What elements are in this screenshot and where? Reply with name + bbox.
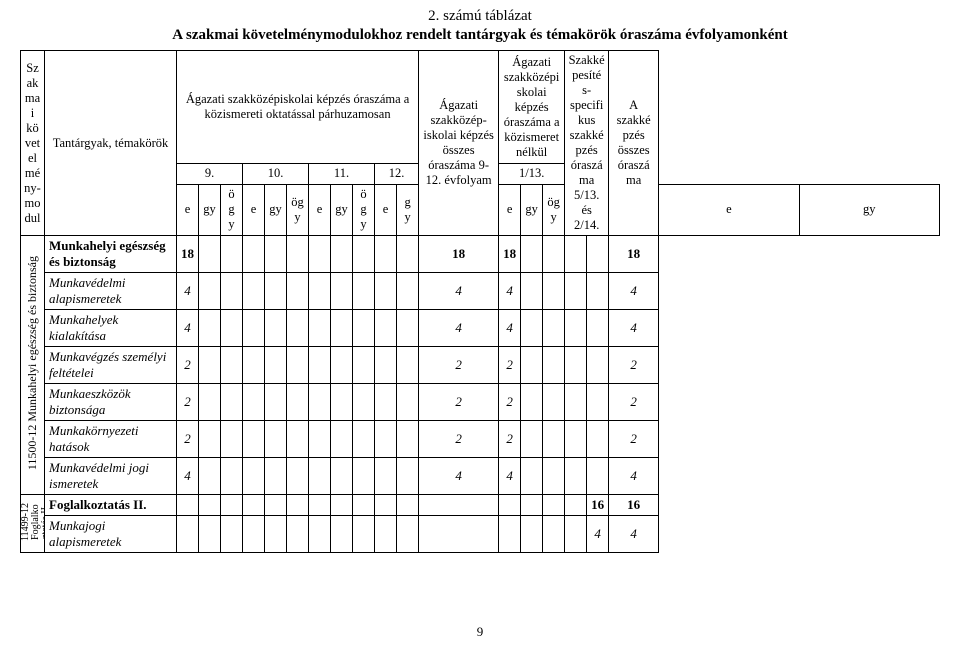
table-row: Munkahelyek kialakítása 4 4 4 4 — [21, 310, 940, 347]
header-agazati-osszes: Ágazati szakközép­iskolai képzés összes … — [419, 51, 499, 236]
cell: 16 — [587, 495, 609, 516]
cell: 4 — [177, 458, 199, 495]
sub-gy: gy — [199, 184, 221, 235]
row-name: Munkakörnyezeti hatások — [45, 421, 177, 458]
header-szakke: A szakké pzés összes óraszá ma — [609, 51, 659, 236]
header-modul: Szakmai követelmény­modul — [21, 51, 45, 236]
header-tantargy: Tantárgyak, témakörök — [45, 51, 177, 236]
sub-e: e — [659, 184, 799, 235]
cell: 2 — [609, 347, 659, 384]
table-row: Munkajogi alapismeretek 4 4 — [21, 516, 940, 553]
cell: 4 — [609, 458, 659, 495]
cell: 4 — [609, 310, 659, 347]
row-name: Foglalkoztatás II. — [45, 495, 177, 516]
cell: 2 — [499, 347, 521, 384]
cell: 16 — [609, 495, 659, 516]
table-row: 11499-12 Foglalko ztatás II. Foglalkozta… — [21, 495, 940, 516]
cell: 2 — [419, 384, 499, 421]
cell: 4 — [499, 310, 521, 347]
row-name: Munkaeszközök biztonsága — [45, 384, 177, 421]
cell: 18 — [609, 236, 659, 273]
table-row: 11500-12 Munkahelyi egészség és biztonsá… — [21, 236, 940, 273]
table-number: 2. számú táblázat — [20, 8, 940, 25]
sub-e: e — [499, 184, 521, 235]
cell: 2 — [499, 421, 521, 458]
header-agazati-oktatas: Ágazati szakközépiskolai képzés óraszáma… — [177, 51, 419, 164]
curriculum-table: Szakmai követelmény­modul Tantárgyak, té… — [20, 50, 940, 553]
row-name: Munkavégzés személyi feltételei — [45, 347, 177, 384]
cell: 18 — [177, 236, 199, 273]
table-title: A szakmai követelménymodulokhoz rendelt … — [20, 27, 940, 44]
table-row: Munkakörnyezeti hatások 2 2 2 2 — [21, 421, 940, 458]
row-name: Munkavédelmi jogi ismeretek — [45, 458, 177, 495]
sub-gy: gy — [265, 184, 287, 235]
cell: 18 — [419, 236, 499, 273]
cell: 2 — [609, 384, 659, 421]
module-sidebar-2: 11499-12 Foglalko ztatás II. — [21, 495, 45, 553]
table-row: Munkavédelmi alapismeretek 4 4 4 4 — [21, 273, 940, 310]
header-szakkepesite: Szakképesíté s-specifikus szakképzés óra… — [565, 51, 609, 236]
cell: 4 — [177, 310, 199, 347]
header-grade-12: 12. — [375, 164, 419, 185]
header-grade-9: 9. — [177, 164, 243, 185]
cell: 2 — [419, 347, 499, 384]
header-grade-11: 11. — [309, 164, 375, 185]
cell: 2 — [499, 384, 521, 421]
cell: 4 — [419, 310, 499, 347]
sub-gy: g y — [397, 184, 419, 235]
sub-gy: gy — [521, 184, 543, 235]
cell: 4 — [609, 516, 659, 553]
sub-e: e — [177, 184, 199, 235]
sub-e: e — [375, 184, 397, 235]
cell: 2 — [609, 421, 659, 458]
cell: 4 — [587, 516, 609, 553]
cell: 4 — [419, 458, 499, 495]
row-name: Munkajogi alapismeretek — [45, 516, 177, 553]
sub-e: e — [309, 184, 331, 235]
sub-ogy: ö g y — [353, 184, 375, 235]
page-number: 9 — [0, 624, 960, 640]
cell: 2 — [419, 421, 499, 458]
header-agazati-nelkul: Ágazati szakközépiskolai képzés óraszáma… — [499, 51, 565, 164]
cell: 4 — [499, 458, 521, 495]
cell: 2 — [177, 384, 199, 421]
row-name: Munkavédelmi alapismeretek — [45, 273, 177, 310]
sub-gy: gy — [331, 184, 353, 235]
table-row: Munkavégzés személyi feltételei 2 2 2 2 — [21, 347, 940, 384]
module-sidebar-1: 11500-12 Munkahelyi egészség és biztonsá… — [21, 236, 45, 495]
cell: 4 — [419, 273, 499, 310]
cell: 4 — [609, 273, 659, 310]
cell: 2 — [177, 421, 199, 458]
row-name: Munkahelyek kialakítása — [45, 310, 177, 347]
table-row: Munkavédelmi jogi ismeretek 4 4 4 4 — [21, 458, 940, 495]
header-grade-1-13: 1/13. — [499, 164, 565, 185]
cell: 4 — [499, 273, 521, 310]
sub-ogy: ög y — [287, 184, 309, 235]
sub-ogy: ög y — [543, 184, 565, 235]
table-row: Munkaeszközök biztonsága 2 2 2 2 — [21, 384, 940, 421]
cell: 4 — [177, 273, 199, 310]
header-grade-10: 10. — [243, 164, 309, 185]
row-name: Munkahelyi egészség és biztonság — [45, 236, 177, 273]
cell: 18 — [499, 236, 521, 273]
cell: 2 — [177, 347, 199, 384]
sub-gy: gy — [799, 184, 939, 235]
sub-e: e — [243, 184, 265, 235]
sub-ogy: ö g y — [221, 184, 243, 235]
